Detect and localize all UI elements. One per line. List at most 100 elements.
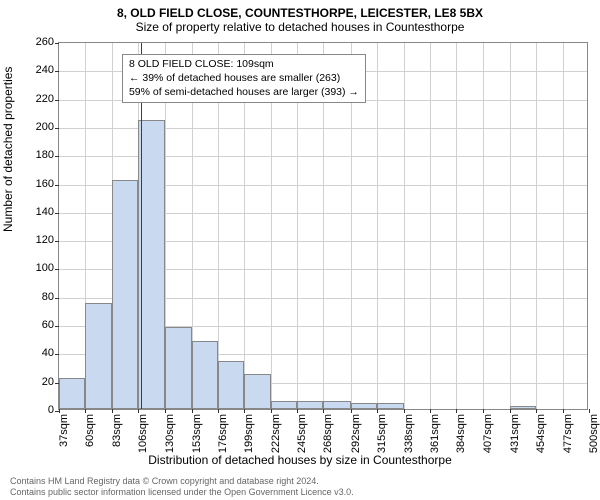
xtick-label: 431sqm (509, 414, 521, 453)
xtick-label: 60sqm (84, 414, 96, 447)
xtick-mark (138, 409, 139, 413)
chart-title-sub: Size of property relative to detached ho… (0, 20, 600, 38)
xtick-label: 106sqm (137, 414, 149, 453)
ytick-mark (55, 128, 59, 129)
xtick-label: 37sqm (58, 414, 70, 447)
histogram-bar (165, 327, 191, 409)
histogram-bar (192, 341, 218, 409)
xtick-label: 361sqm (429, 414, 441, 453)
histogram-bar (218, 361, 244, 409)
ytick-mark (55, 156, 59, 157)
xtick-mark (563, 409, 564, 413)
xtick-mark (192, 409, 193, 413)
ytick-mark (55, 241, 59, 242)
ytick-label: 220 (24, 93, 54, 105)
chart-plot-area: 8 OLD FIELD CLOSE: 109sqm← 39% of detach… (58, 42, 588, 410)
ytick-label: 260 (24, 36, 54, 48)
histogram-bar (351, 403, 377, 409)
ytick-label: 240 (24, 64, 54, 76)
ytick-label: 160 (24, 178, 54, 190)
ytick-label: 180 (24, 149, 54, 161)
xtick-mark (483, 409, 484, 413)
ytick-mark (55, 298, 59, 299)
xtick-label: 477sqm (562, 414, 574, 453)
histogram-bar (323, 401, 350, 409)
gridline-v (404, 43, 405, 409)
ytick-label: 120 (24, 234, 54, 246)
footer-line-1: Contains HM Land Registry data © Crown c… (10, 476, 354, 487)
xtick-mark (536, 409, 537, 413)
xtick-label: 153sqm (191, 414, 203, 453)
info-line-3: 59% of semi-detached houses are larger (… (129, 86, 359, 100)
info-box: 8 OLD FIELD CLOSE: 109sqm← 39% of detach… (122, 54, 366, 103)
xtick-label: 338sqm (403, 414, 415, 453)
xtick-label: 130sqm (164, 414, 176, 453)
ytick-label: 80 (24, 291, 54, 303)
histogram-bar (59, 378, 85, 409)
xtick-mark (510, 409, 511, 413)
xtick-mark (377, 409, 378, 413)
xtick-label: 384sqm (455, 414, 467, 453)
ytick-mark (55, 185, 59, 186)
xtick-mark (404, 409, 405, 413)
ytick-mark (55, 326, 59, 327)
ytick-mark (55, 100, 59, 101)
gridline-v (483, 43, 484, 409)
gridline-v (563, 43, 564, 409)
ytick-mark (55, 354, 59, 355)
xtick-mark (589, 409, 590, 413)
xtick-label: 292sqm (350, 414, 362, 453)
histogram-bar (85, 303, 111, 409)
xtick-mark (271, 409, 272, 413)
ytick-label: 60 (24, 319, 54, 331)
histogram-bar (271, 401, 297, 409)
xtick-label: 315sqm (376, 414, 388, 453)
xtick-mark (456, 409, 457, 413)
ytick-label: 40 (24, 347, 54, 359)
gridline-v (377, 43, 378, 409)
info-line-2: ← 39% of detached houses are smaller (26… (129, 72, 359, 86)
xtick-label: 222sqm (270, 414, 282, 453)
xtick-mark (351, 409, 352, 413)
xtick-mark (430, 409, 431, 413)
footer-line-2: Contains public sector information licen… (10, 487, 354, 498)
xtick-mark (297, 409, 298, 413)
histogram-bar (510, 406, 536, 409)
chart-title-main: 8, OLD FIELD CLOSE, COUNTESTHORPE, LEICE… (0, 0, 600, 20)
ytick-label: 20 (24, 376, 54, 388)
x-axis-label: Distribution of detached houses by size … (0, 453, 600, 467)
histogram-bar (377, 403, 403, 409)
xtick-mark (244, 409, 245, 413)
histogram-bar (244, 374, 270, 409)
xtick-label: 245sqm (296, 414, 308, 453)
footer-attribution: Contains HM Land Registry data © Crown c… (10, 476, 354, 498)
xtick-mark (218, 409, 219, 413)
gridline-v (510, 43, 511, 409)
ytick-label: 100 (24, 262, 54, 274)
xtick-mark (59, 409, 60, 413)
ytick-label: 0 (24, 404, 54, 416)
ytick-label: 140 (24, 206, 54, 218)
gridline-v (430, 43, 431, 409)
ytick-mark (55, 43, 59, 44)
ytick-mark (55, 71, 59, 72)
xtick-mark (85, 409, 86, 413)
ytick-label: 200 (24, 121, 54, 133)
xtick-label: 407sqm (482, 414, 494, 453)
ytick-mark (55, 213, 59, 214)
histogram-bar (112, 180, 138, 409)
info-line-1: 8 OLD FIELD CLOSE: 109sqm (129, 58, 359, 72)
xtick-label: 454sqm (535, 414, 547, 453)
xtick-label: 83sqm (111, 414, 123, 447)
xtick-label: 176sqm (217, 414, 229, 453)
gridline-v (456, 43, 457, 409)
xtick-label: 199sqm (243, 414, 255, 453)
xtick-label: 268sqm (322, 414, 334, 453)
gridline-v (536, 43, 537, 409)
xtick-mark (165, 409, 166, 413)
ytick-mark (55, 269, 59, 270)
xtick-mark (323, 409, 324, 413)
y-axis-label: Number of detached properties (1, 67, 15, 232)
xtick-label: 500sqm (588, 414, 600, 453)
xtick-mark (112, 409, 113, 413)
